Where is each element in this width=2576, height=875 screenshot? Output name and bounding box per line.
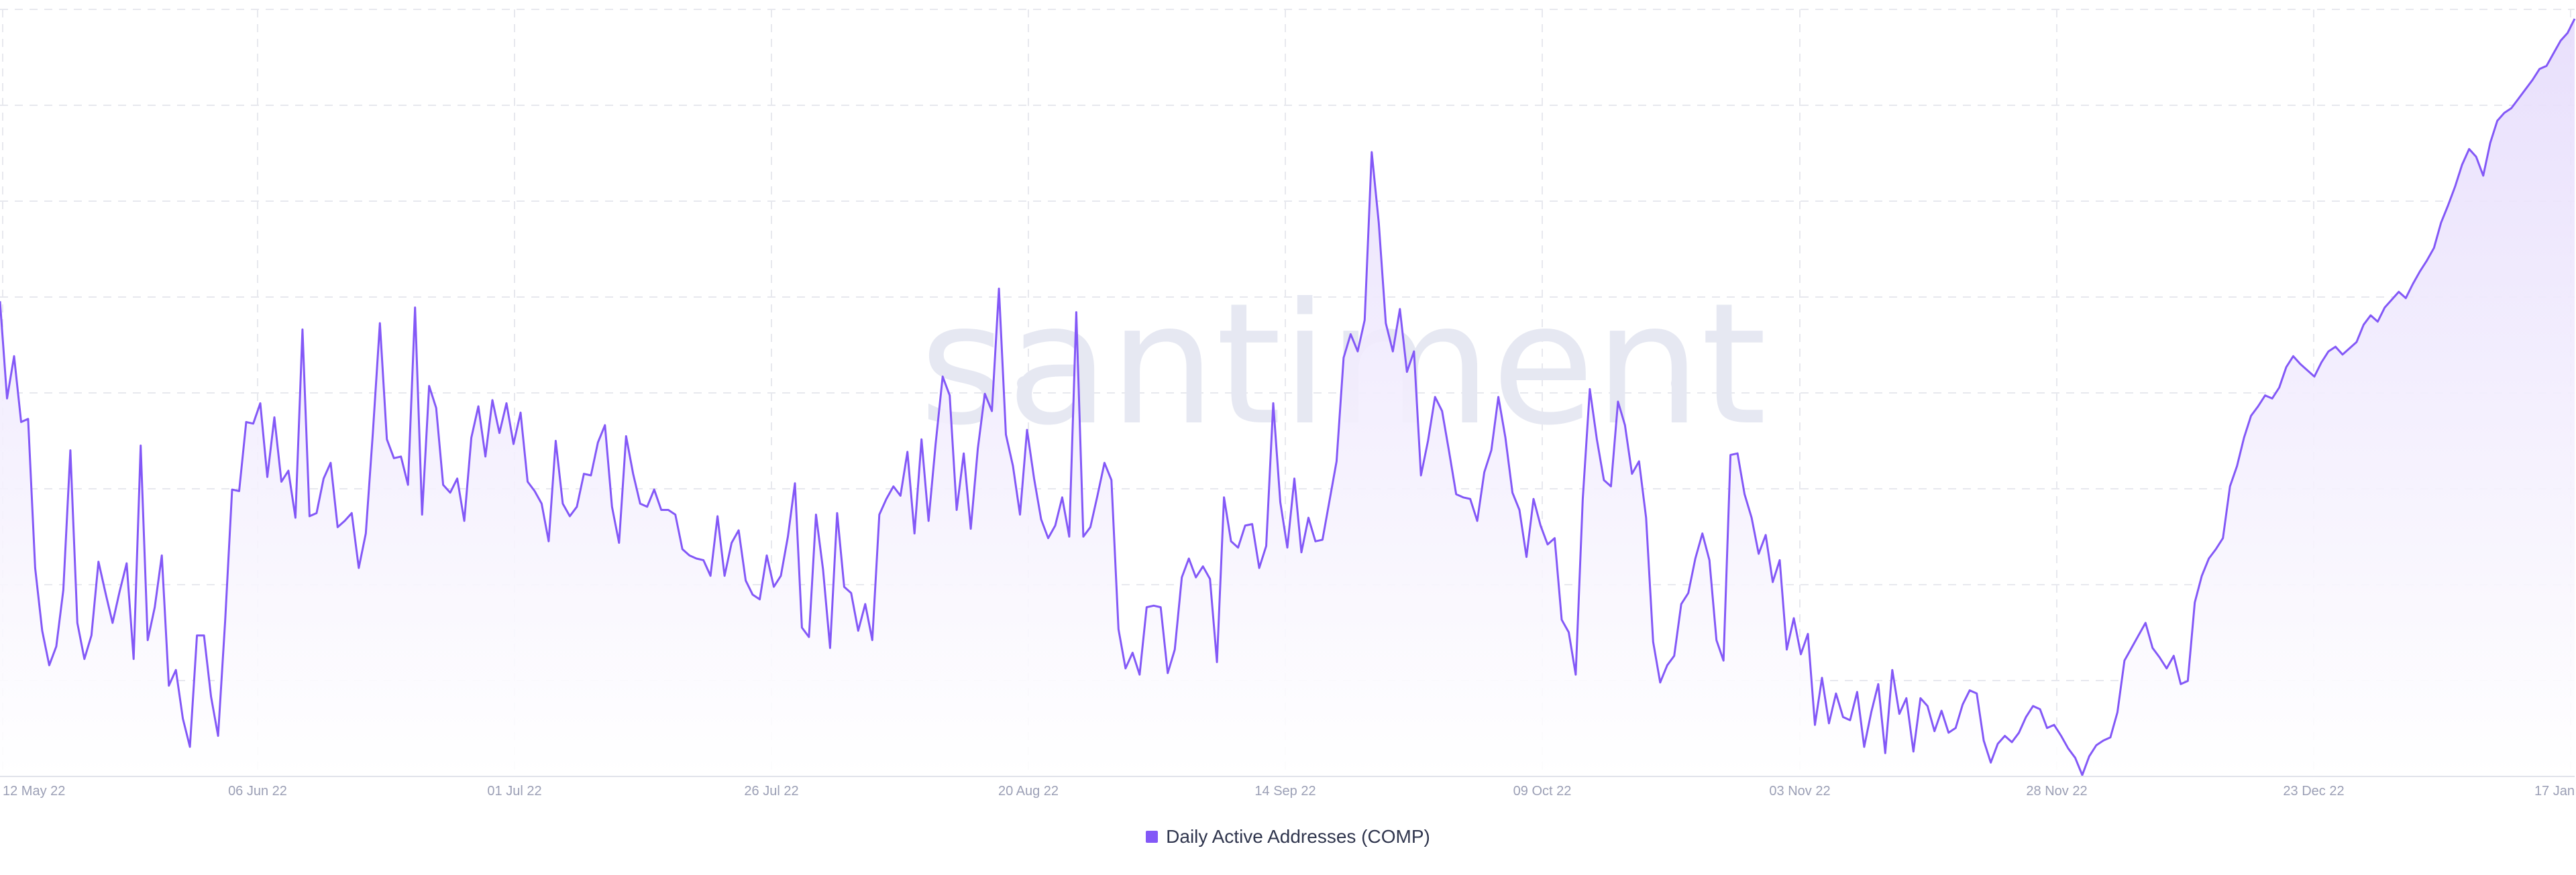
x-tick-label: 23 Dec 22: [2283, 784, 2344, 799]
legend: Daily Active Addresses (COMP): [0, 826, 2576, 848]
x-tick-label: 09 Oct 22: [1513, 784, 1572, 799]
series-area-fill: [0, 19, 2575, 776]
x-tick-label: 17 Jan: [2534, 784, 2575, 799]
x-tick-label: 28 Nov 22: [2026, 784, 2087, 799]
x-tick-label: 26 Jul 22: [744, 784, 798, 799]
legend-swatch: [1146, 831, 1159, 843]
x-tick-label: 14 Sep 22: [1254, 784, 1316, 799]
x-tick-label: 03 Nov 22: [1769, 784, 1830, 799]
x-tick-label: 12 May 22: [3, 784, 65, 799]
legend-label: Daily Active Addresses (COMP): [1166, 826, 1430, 847]
series-line: [0, 18, 2576, 776]
x-axis-ticks: 12 May 22 06 Jun 22 01 Jul 22 26 Jul 22 20 A…: [3, 784, 2575, 799]
watermark-dot-right: [1671, 376, 1686, 391]
x-tick-label: 06 Jun 22: [228, 784, 287, 799]
watermark-dot-left: [1017, 376, 1032, 391]
x-tick-label: 01 Jul 22: [487, 784, 541, 799]
x-tick-label: 20 Aug 22: [998, 784, 1059, 799]
